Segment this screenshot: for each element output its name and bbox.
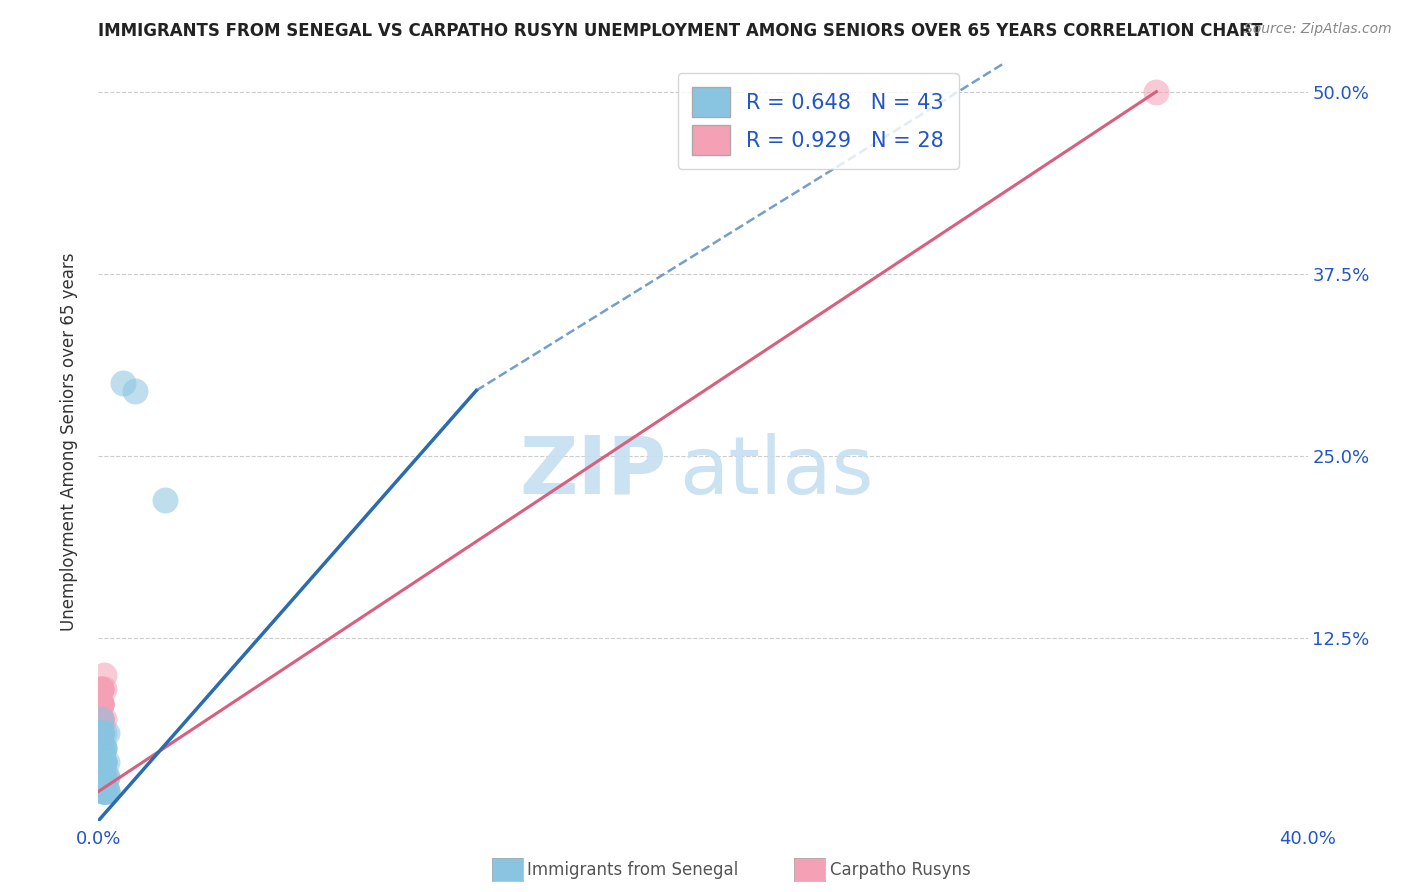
Point — [96, 726, 118, 740]
Point — [93, 770, 115, 784]
Point — [93, 784, 115, 798]
Point — [90, 756, 112, 770]
Point — [90, 712, 112, 726]
Point — [93, 740, 115, 755]
Point — [90, 712, 112, 726]
Text: Immigrants from Senegal: Immigrants from Senegal — [527, 861, 738, 879]
Point — [90, 740, 112, 755]
Point — [96, 784, 118, 798]
Point — [93, 770, 115, 784]
Point — [93, 784, 115, 798]
Point — [90, 682, 112, 697]
Point — [93, 682, 115, 697]
Point — [90, 697, 112, 711]
Point — [90, 697, 112, 711]
Point — [90, 697, 112, 711]
Point — [90, 740, 112, 755]
Point — [90, 740, 112, 755]
Point — [1144, 85, 1167, 99]
Point — [90, 682, 112, 697]
Point — [90, 784, 112, 798]
Point — [90, 740, 112, 755]
Point — [90, 770, 112, 784]
Point — [90, 756, 112, 770]
Point — [90, 726, 112, 740]
Point — [90, 697, 112, 711]
Point — [96, 756, 118, 770]
Point — [93, 756, 115, 770]
Text: Carpatho Rusyns: Carpatho Rusyns — [830, 861, 970, 879]
Point — [90, 712, 112, 726]
Point — [90, 682, 112, 697]
Point — [90, 726, 112, 740]
Point — [111, 376, 134, 391]
Point — [90, 697, 112, 711]
Point — [93, 784, 115, 798]
Point — [124, 384, 146, 398]
Point — [93, 756, 115, 770]
Point — [90, 726, 112, 740]
Text: ZIP: ZIP — [519, 433, 666, 511]
Point — [90, 682, 112, 697]
Point — [90, 726, 112, 740]
Point — [93, 770, 115, 784]
Point — [90, 726, 112, 740]
Text: IMMIGRANTS FROM SENEGAL VS CARPATHO RUSYN UNEMPLOYMENT AMONG SENIORS OVER 65 YEA: IMMIGRANTS FROM SENEGAL VS CARPATHO RUSY… — [98, 22, 1263, 40]
Point — [96, 784, 118, 798]
Point — [90, 740, 112, 755]
Point — [93, 740, 115, 755]
Point — [90, 770, 112, 784]
Point — [90, 712, 112, 726]
Point — [90, 770, 112, 784]
Point — [93, 668, 115, 682]
Point — [90, 712, 112, 726]
Point — [90, 756, 112, 770]
Point — [90, 712, 112, 726]
Text: Source: ZipAtlas.com: Source: ZipAtlas.com — [1244, 22, 1392, 37]
Point — [96, 784, 118, 798]
Point — [93, 784, 115, 798]
Point — [153, 492, 176, 507]
Point — [93, 740, 115, 755]
Point — [90, 697, 112, 711]
Point — [90, 726, 112, 740]
Point — [93, 784, 115, 798]
Point — [93, 756, 115, 770]
Legend: R = 0.648   N = 43, R = 0.929   N = 28: R = 0.648 N = 43, R = 0.929 N = 28 — [678, 73, 959, 169]
Point — [90, 726, 112, 740]
Point — [90, 697, 112, 711]
Point — [90, 770, 112, 784]
Point — [90, 712, 112, 726]
Point — [90, 726, 112, 740]
Point — [93, 726, 115, 740]
Point — [96, 770, 118, 784]
Point — [90, 756, 112, 770]
Point — [93, 712, 115, 726]
Text: atlas: atlas — [679, 433, 873, 511]
Point — [93, 756, 115, 770]
Y-axis label: Unemployment Among Seniors over 65 years: Unemployment Among Seniors over 65 years — [59, 252, 77, 631]
Point — [90, 726, 112, 740]
Point — [96, 770, 118, 784]
